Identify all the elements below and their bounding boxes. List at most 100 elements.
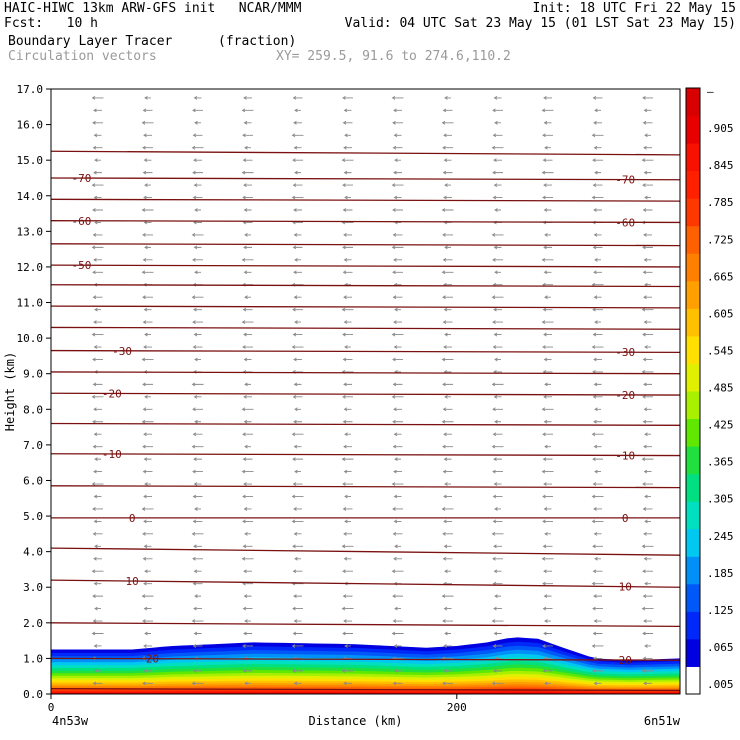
header-line1-left: HAIC-HIWC 13km ARW-GFS init NCAR/MMM <box>4 1 302 16</box>
colorbar-label: .185 <box>707 567 734 580</box>
vector-arrow <box>144 482 151 486</box>
vector-arrow <box>491 233 504 237</box>
vector-arrow <box>241 320 254 324</box>
vector-arrow <box>442 382 453 387</box>
vector-arrow <box>241 407 254 412</box>
vector-arrow <box>342 482 353 486</box>
vector-arrow <box>294 556 301 561</box>
colorbar-swatch <box>686 198 700 227</box>
vector-arrow <box>493 307 502 312</box>
axes: 0.0 1.0 2.0 3.0 4.0 5.0 6.0 7.0 8.0 9.0 10.0 11.0 12… <box>3 83 681 728</box>
vector-arrow <box>543 631 552 636</box>
colorbar-swatch <box>686 391 700 420</box>
vector-arrow <box>494 419 501 424</box>
vector-arrow <box>141 357 154 362</box>
vector-arrow <box>91 245 104 250</box>
vector-label: Circulation vectors <box>8 49 157 64</box>
vector-arrow <box>643 145 652 150</box>
vector-arrow <box>292 457 303 462</box>
vector-arrow <box>642 120 653 125</box>
vector-arrow <box>392 270 403 275</box>
colorbar-label: – <box>707 85 714 98</box>
vector-arrow <box>392 531 403 536</box>
vector-arrow <box>91 332 104 337</box>
vector-arrow <box>494 270 501 275</box>
vector-arrow <box>343 407 352 412</box>
vector-arrow <box>343 295 352 300</box>
colorbar-swatch <box>686 143 700 172</box>
contour-line <box>50 220 681 224</box>
vector-arrow <box>93 257 102 262</box>
header-line2-right: Valid: 04 UTC Sat 23 May 15 (01 LST Sat … <box>344 16 736 31</box>
vector-arrow <box>344 133 351 138</box>
vector-arrow <box>492 195 503 200</box>
vector-arrow <box>494 594 501 599</box>
vector-arrow <box>142 320 153 324</box>
colorbar-label: .485 <box>707 382 734 395</box>
vector-arrow <box>543 96 552 100</box>
vector-arrow <box>342 332 353 337</box>
x-axis-label: Distance (km) <box>309 714 403 728</box>
vector-arrow <box>593 295 602 300</box>
y-tick-label: 16.0 <box>17 119 44 132</box>
vector-arrow <box>542 457 553 462</box>
colorbar-swatch <box>686 583 700 612</box>
vector-arrow <box>444 569 451 574</box>
vector-arrow <box>92 357 103 362</box>
vector-arrow <box>443 519 452 524</box>
plot-frame <box>50 88 681 695</box>
vector-arrow <box>394 668 401 673</box>
colorbar-label: .065 <box>707 641 734 654</box>
vector-arrow <box>393 432 402 437</box>
vector-arrow <box>143 581 152 586</box>
vector-arrow <box>93 345 102 349</box>
vector-arrow <box>391 482 404 486</box>
vector-arrow <box>593 681 602 686</box>
vector-arrow <box>392 382 403 387</box>
vector-arrow <box>542 158 553 163</box>
vector-arrow <box>144 631 151 636</box>
vector-arrow <box>643 257 652 262</box>
vector-arrow <box>192 407 203 412</box>
vector-arrow <box>92 419 103 424</box>
vector-arrow <box>344 432 351 437</box>
vector-arrow <box>491 531 504 536</box>
vector-arrow <box>294 407 301 412</box>
vector-arrow <box>642 631 653 636</box>
vector-arrow <box>342 569 353 574</box>
vector-arrow <box>244 145 251 150</box>
vector-arrow <box>392 357 403 362</box>
vector-arrow <box>393 469 402 474</box>
vector-arrow <box>644 581 651 586</box>
vector-arrow <box>644 494 651 499</box>
vector-arrow <box>143 494 152 499</box>
vector-arrow <box>493 544 502 549</box>
vector-arrow <box>243 394 252 399</box>
vector-arrow <box>393 345 402 349</box>
vector-arrow <box>643 619 652 623</box>
vector-arrow <box>392 444 403 449</box>
vector-arrow <box>294 170 301 175</box>
vector-arrow <box>593 619 602 623</box>
x-tick-label: 200 <box>447 701 467 714</box>
colorbar-swatch <box>686 308 700 337</box>
vector-arrow <box>541 170 554 175</box>
vector-arrow <box>292 606 303 611</box>
vector-arrow <box>544 382 551 387</box>
vector-arrow <box>142 531 153 536</box>
vector-arrow <box>442 170 453 175</box>
vector-arrow <box>494 208 501 212</box>
vector-arrow <box>543 120 552 125</box>
vector-arrow <box>192 345 203 349</box>
vector-arrow <box>393 195 402 200</box>
vector-arrow <box>592 668 603 673</box>
vector-arrow <box>642 507 653 511</box>
contour-line <box>50 371 681 375</box>
vector-arrow <box>141 594 154 599</box>
colorbar-label: .665 <box>707 270 734 283</box>
vector-arrow <box>443 606 452 611</box>
vector-arrow <box>642 357 653 362</box>
vector-arrow <box>642 183 653 187</box>
vector-arrow <box>393 257 402 262</box>
vector-arrow <box>444 96 451 100</box>
